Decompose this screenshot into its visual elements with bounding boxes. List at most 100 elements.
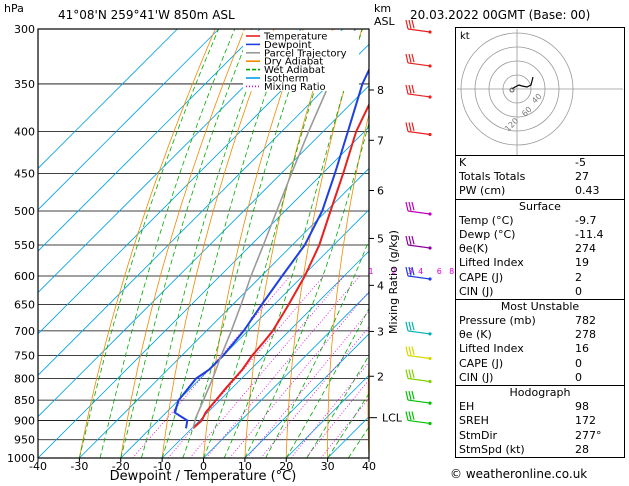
surface-row: Lifted Index 19 [456,256,624,270]
wet-adiabat [120,29,252,458]
wind-barb [405,266,432,281]
most-unstable-value: 278 [575,328,596,342]
pressure-tick-label: 300 [14,23,35,36]
dry-adiabat [367,350,369,458]
surface-row: Temp (°C) -9.7 [456,214,624,228]
x-tick-label: -40 [29,460,47,473]
series-temperature [192,102,369,430]
lcl-label: LCL [382,412,403,425]
hpa-label: hPa [4,2,24,15]
pressure-tick-label: 550 [14,239,35,252]
most-unstable-row: Lifted Index 16 [456,342,624,356]
hodograph-trace [511,76,534,90]
pressure-tick-label: 950 [14,434,35,447]
km-tick-label: 3 [377,325,384,338]
wet-adiabat [327,392,369,458]
wind-barb [405,19,432,34]
isotherm [38,43,369,376]
wet-adiabat [203,29,335,458]
datetime-title: 20.03.2022 00GMT (Base: 00) [410,8,591,22]
isotherm [120,209,369,458]
wind-barb [405,201,432,216]
hodograph-stat-value: 172 [575,414,596,428]
index-label: Totals Totals [459,170,526,184]
x-tick-label: 40 [362,460,376,473]
isotherm [244,333,369,458]
watermark: © weatheronline.co.uk [450,467,588,481]
index-row: PW (cm) 0.43 [456,184,624,198]
most-unstable-label: θe (K) [459,328,492,342]
mixing-ratio-line [167,275,324,458]
most-unstable-row: Pressure (mb) 782 [456,314,624,328]
wet-adiabat [182,29,311,458]
km-tick-label: 8 [377,84,384,97]
mixing-ratio-label: 1 [368,267,373,276]
mixing-ratio-axis-label: Mixing Ratio (g/kg) [387,230,400,334]
most-unstable-value: 0 [575,370,582,384]
legend-label: Wet Adiabat [264,65,325,76]
x-tick-label: 0 [200,460,207,473]
hodograph-stat-label: EH [459,400,475,414]
km-tick-label: 2 [377,370,384,383]
surface-title: Surface [519,199,561,213]
dry-adiabat [79,29,216,458]
surface-label: Temp (°C) [459,213,514,227]
surface-value: -11.4 [575,227,604,241]
hodograph-table-title: Hodograph [509,386,571,399]
x-axis-label: Dewpoint / Temperature (°C) [110,469,297,484]
mixing-ratio-line [246,310,369,458]
most-unstable-label: CAPE (J) [459,356,504,370]
isotherm [38,29,344,335]
isotherm [161,250,369,458]
most-unstable-label: Pressure (mb) [459,314,536,328]
most-unstable-row: CIN (J) 0 [456,371,624,385]
wind-barb [405,53,432,68]
series-dewpoint [173,67,369,429]
wind-barb [405,321,432,336]
hodograph-stat-value: 28 [575,442,589,456]
location-title: 41°08'N 259°41'W 850m ASL [58,8,235,22]
dry-adiabat [203,29,304,458]
surface-value: 19 [575,256,589,270]
hodograph: kt 40 60 120 [455,27,625,159]
km-tick-label: 6 [377,184,384,197]
surface-row: θe(K) 274 [456,242,624,256]
x-tick-label: 20 [279,460,293,473]
wet-adiabat [99,29,236,458]
isotherm [38,85,369,418]
isotherm [38,126,369,458]
dry-adiabat [120,29,245,458]
most-unstable-value: 16 [575,342,589,356]
wet-adiabat [161,29,290,458]
legend-label: Parcel Trajectory [264,48,347,59]
surface-value: -9.7 [575,213,597,227]
km-tick-label: 4 [377,279,384,292]
surface-value: 2 [575,270,582,284]
km-tick-label: 5 [377,232,384,245]
isotherm [203,291,369,458]
mixing-ratio-line [132,275,291,458]
x-tick-label: -10 [153,460,171,473]
pressure-tick-label: 450 [14,167,35,180]
most-unstable-row: CAPE (J) 0 [456,357,624,371]
mixing-ratio-label: 2 [391,267,396,276]
isotherm [38,29,302,294]
mixing-ratio-line [229,290,369,458]
x-tick-label: 10 [238,460,252,473]
pressure-tick-label: 600 [14,270,35,283]
isotherm [38,29,220,211]
legend-label: Dry Adiabat [264,57,323,68]
legend-label: Mixing Ratio [264,82,326,93]
most-unstable-label: Lifted Index [459,342,524,356]
hodograph-stat-row: StmDir 277° [456,429,624,443]
index-row: Totals Totals 27 [456,170,624,184]
hodograph-stat-value: 98 [575,400,589,414]
wind-barb [405,346,432,361]
km-tick-label: 7 [377,134,384,147]
pressure-tick-label: 850 [14,394,35,407]
surface-row: Dewp (°C) -11.4 [456,228,624,242]
surface-row: CIN (J) 0 [456,285,624,299]
mixing-ratio-line [290,361,369,458]
wet-adiabat [306,354,369,458]
